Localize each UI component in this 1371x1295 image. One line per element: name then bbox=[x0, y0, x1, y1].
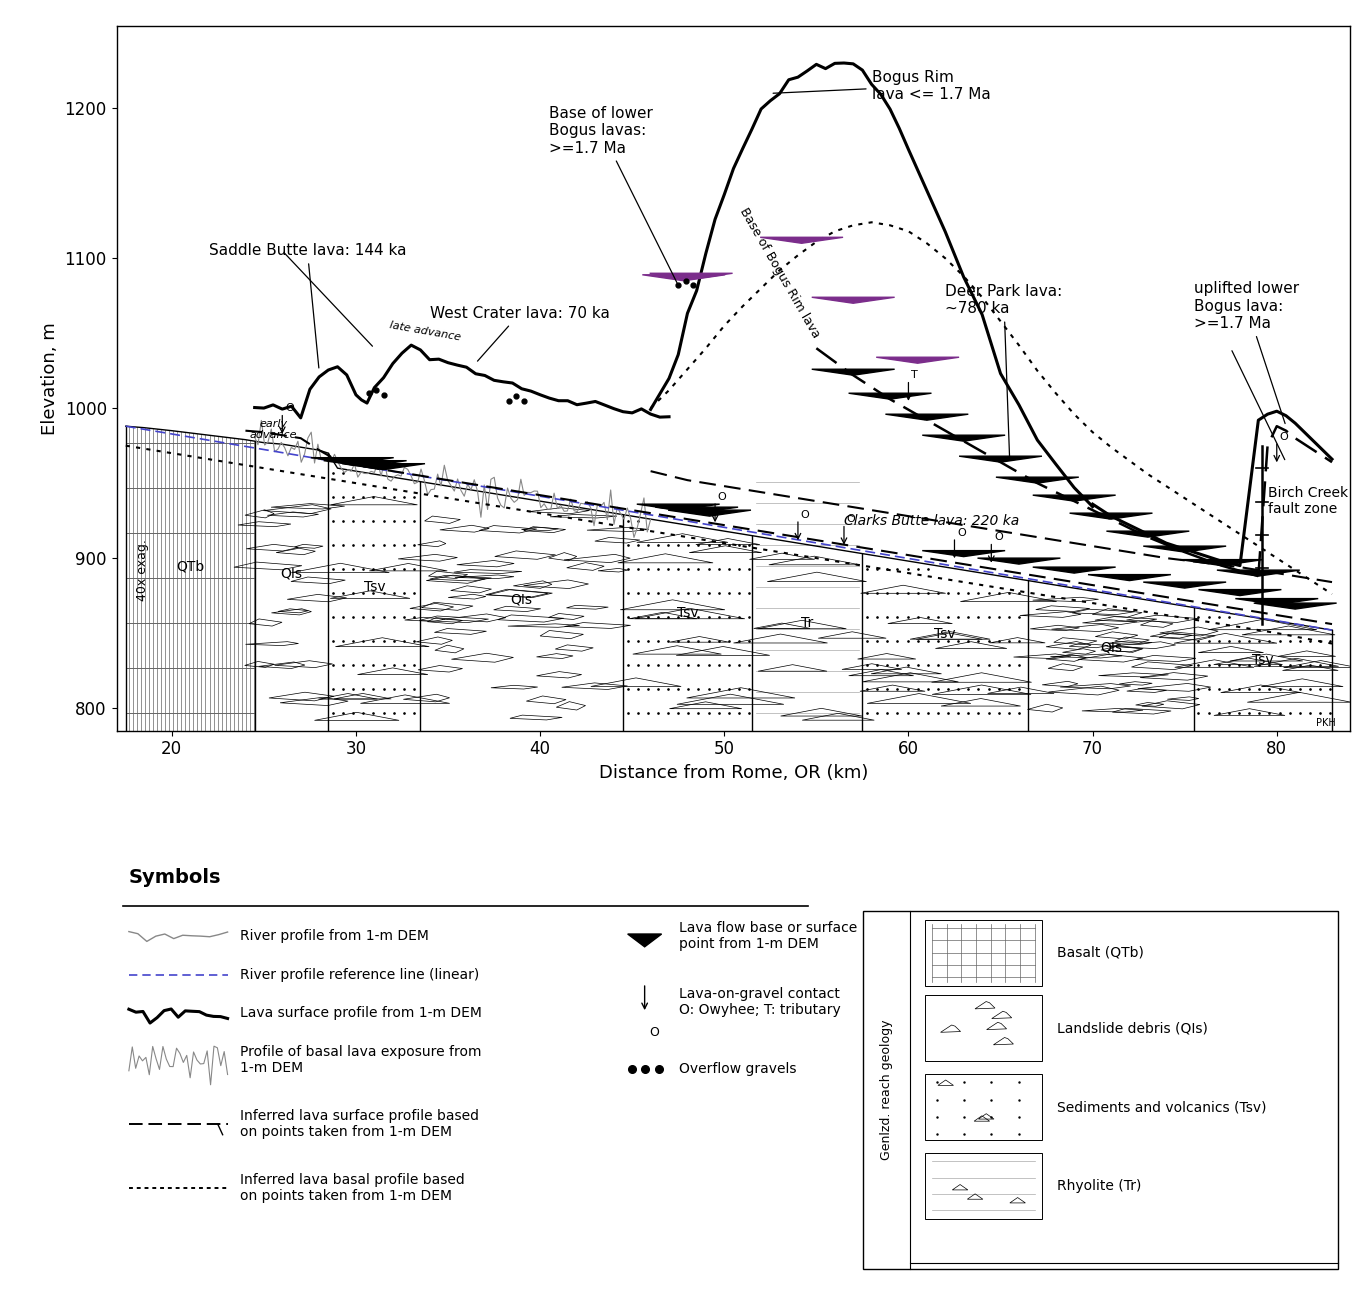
Polygon shape bbox=[978, 558, 1060, 565]
Polygon shape bbox=[1069, 513, 1153, 519]
Polygon shape bbox=[812, 369, 895, 376]
Text: Profile of basal lava exposure from
1-m DEM: Profile of basal lava exposure from 1-m … bbox=[240, 1045, 481, 1075]
Polygon shape bbox=[1028, 580, 1194, 730]
Text: Birch Creek
fault zone: Birch Creek fault zone bbox=[1268, 486, 1348, 517]
Text: PKH: PKH bbox=[1316, 717, 1335, 728]
Text: QIs: QIs bbox=[281, 566, 303, 580]
Text: River profile reference line (linear): River profile reference line (linear) bbox=[240, 967, 480, 982]
Polygon shape bbox=[1217, 570, 1300, 576]
Text: Clarks Butte lava: 220 ka: Clarks Butte lava: 220 ka bbox=[845, 514, 1019, 528]
Text: QIs: QIs bbox=[510, 592, 533, 606]
Polygon shape bbox=[751, 536, 862, 730]
Polygon shape bbox=[1235, 598, 1318, 605]
Text: O: O bbox=[994, 532, 1002, 543]
Text: Tsv: Tsv bbox=[677, 606, 698, 620]
Polygon shape bbox=[1253, 603, 1337, 609]
Polygon shape bbox=[311, 457, 393, 464]
Text: O: O bbox=[285, 403, 293, 413]
Polygon shape bbox=[876, 357, 960, 363]
Text: Tsv: Tsv bbox=[935, 627, 956, 641]
Polygon shape bbox=[923, 435, 1005, 442]
Text: Tsv: Tsv bbox=[363, 580, 385, 594]
Bar bbox=[924, 1074, 1042, 1140]
Polygon shape bbox=[923, 550, 1005, 557]
Bar bbox=[924, 1153, 1042, 1219]
Polygon shape bbox=[643, 275, 725, 281]
Text: T: T bbox=[912, 370, 919, 381]
Text: QTb: QTb bbox=[175, 559, 204, 574]
Text: O: O bbox=[801, 510, 809, 519]
Text: Sediments and volcanics (Tsv): Sediments and volcanics (Tsv) bbox=[1057, 1099, 1267, 1114]
Text: Landslide debris (QIs): Landslide debris (QIs) bbox=[1057, 1020, 1208, 1035]
Text: 40x exag.: 40x exag. bbox=[136, 539, 149, 601]
Text: Bogus Rim
lava <= 1.7 Ma: Bogus Rim lava <= 1.7 Ma bbox=[773, 70, 990, 102]
Text: Symbols: Symbols bbox=[129, 868, 221, 887]
Text: Saddle Butte lava: 144 ka: Saddle Butte lava: 144 ka bbox=[208, 243, 406, 368]
X-axis label: Distance from Rome, OR (km): Distance from Rome, OR (km) bbox=[599, 764, 868, 782]
Text: QIs: QIs bbox=[1100, 640, 1121, 654]
Polygon shape bbox=[328, 453, 421, 730]
Polygon shape bbox=[126, 426, 255, 730]
Text: Overflow gravels: Overflow gravels bbox=[679, 1062, 797, 1076]
Polygon shape bbox=[655, 508, 738, 513]
Y-axis label: Elevation, m: Elevation, m bbox=[41, 322, 59, 435]
Polygon shape bbox=[255, 442, 328, 730]
Text: Lava-on-gravel contact
O: Owyhee; T: tributary: Lava-on-gravel contact O: Owyhee; T: tri… bbox=[679, 987, 840, 1018]
Text: Rhyolite (Tr): Rhyolite (Tr) bbox=[1057, 1178, 1141, 1193]
Polygon shape bbox=[636, 504, 720, 510]
Text: Genlzd. reach geology: Genlzd. reach geology bbox=[880, 1019, 893, 1160]
Polygon shape bbox=[324, 461, 407, 466]
Text: uplifted lower
Bogus lava:
>=1.7 Ma: uplifted lower Bogus lava: >=1.7 Ma bbox=[1194, 281, 1298, 423]
Text: Lava flow base or surface
point from 1-m DEM: Lava flow base or surface point from 1-m… bbox=[679, 921, 857, 952]
Text: O: O bbox=[718, 492, 727, 501]
Text: O: O bbox=[650, 1026, 659, 1039]
Polygon shape bbox=[862, 554, 1028, 730]
Text: Lava surface profile from 1-m DEM: Lava surface profile from 1-m DEM bbox=[240, 1006, 481, 1020]
Polygon shape bbox=[760, 237, 843, 243]
Polygon shape bbox=[1106, 531, 1189, 537]
Polygon shape bbox=[1194, 607, 1333, 730]
Text: Tr: Tr bbox=[801, 615, 813, 629]
Bar bbox=[924, 919, 1042, 985]
Polygon shape bbox=[1032, 567, 1116, 574]
Polygon shape bbox=[1032, 495, 1116, 501]
Text: O: O bbox=[1279, 431, 1289, 442]
Polygon shape bbox=[668, 510, 751, 517]
Polygon shape bbox=[1143, 546, 1226, 552]
Polygon shape bbox=[1089, 575, 1171, 580]
Text: Basalt (QTb): Basalt (QTb) bbox=[1057, 945, 1143, 960]
Polygon shape bbox=[812, 298, 895, 303]
Text: Tsv: Tsv bbox=[1252, 653, 1274, 667]
Polygon shape bbox=[1198, 589, 1282, 596]
Text: O: O bbox=[847, 514, 856, 524]
Polygon shape bbox=[849, 394, 931, 399]
Polygon shape bbox=[628, 934, 662, 947]
Text: early
advance: early advance bbox=[250, 418, 298, 440]
Polygon shape bbox=[343, 464, 425, 470]
Polygon shape bbox=[650, 273, 732, 280]
Text: West Crater lava: 70 ka: West Crater lava: 70 ka bbox=[429, 306, 610, 361]
Text: Base of Bogus Rim lava: Base of Bogus Rim lava bbox=[736, 206, 823, 341]
Text: Inferred lava surface profile based
on points taken from 1-m DEM: Inferred lava surface profile based on p… bbox=[240, 1109, 478, 1140]
Text: River profile from 1-m DEM: River profile from 1-m DEM bbox=[240, 929, 429, 943]
Text: Inferred lava basal profile based
on points taken from 1-m DEM: Inferred lava basal profile based on poi… bbox=[240, 1173, 465, 1203]
Polygon shape bbox=[886, 414, 968, 420]
Bar bbox=[924, 995, 1042, 1061]
Bar bbox=[864, 910, 1338, 1269]
Polygon shape bbox=[995, 477, 1079, 483]
Text: Base of lower
Bogus lavas:
>=1.7 Ma: Base of lower Bogus lavas: >=1.7 Ma bbox=[550, 106, 677, 282]
Text: O: O bbox=[957, 527, 967, 537]
Polygon shape bbox=[421, 482, 622, 730]
Polygon shape bbox=[960, 456, 1042, 462]
Polygon shape bbox=[1143, 581, 1226, 588]
Text: Deer Park lava:
~780 ka: Deer Park lava: ~780 ka bbox=[945, 284, 1063, 460]
Polygon shape bbox=[1180, 559, 1263, 566]
Polygon shape bbox=[622, 514, 751, 730]
Text: late advance: late advance bbox=[389, 320, 462, 343]
